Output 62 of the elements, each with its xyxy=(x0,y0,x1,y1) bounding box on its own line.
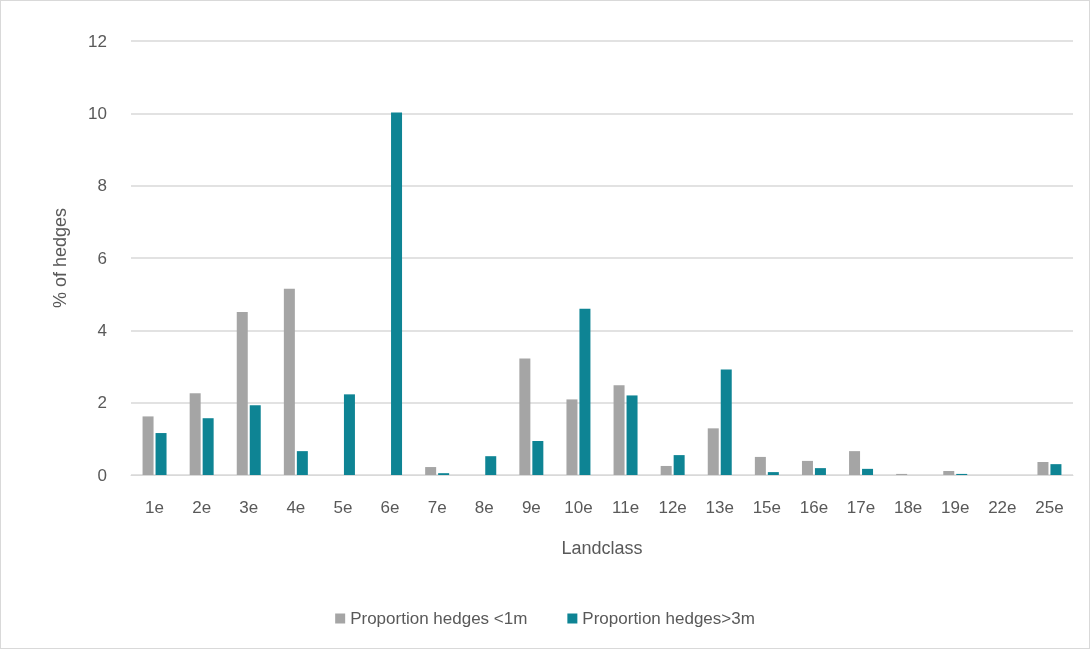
x-tick-label: 22e xyxy=(988,498,1017,517)
x-tick-label: 5e xyxy=(333,498,353,517)
x-tick-label: 17e xyxy=(846,498,876,517)
x-tick-label: 18e xyxy=(893,498,923,517)
bar xyxy=(485,456,497,475)
bar xyxy=(673,455,685,475)
bar xyxy=(391,112,403,475)
x-tick-label: 12e xyxy=(658,498,687,517)
bar xyxy=(801,460,813,475)
y-axis-title: % of hedges xyxy=(50,207,70,309)
x-tick-label: 9e xyxy=(521,498,541,517)
y-tick-label: 4 xyxy=(97,320,107,340)
bar xyxy=(579,308,591,475)
y-tick-label: 0 xyxy=(97,465,107,485)
x-tick-label: 11e xyxy=(612,498,640,517)
x-tick-label: 4e xyxy=(286,498,306,517)
y-tick-label: 10 xyxy=(88,103,107,123)
x-tick-label: 2e xyxy=(192,498,212,517)
bar xyxy=(249,405,261,475)
y-tick-label: 12 xyxy=(88,31,107,51)
bar xyxy=(862,468,874,475)
bar xyxy=(943,471,955,475)
bar xyxy=(343,394,355,475)
bar xyxy=(767,472,779,475)
bar xyxy=(754,456,766,475)
bar xyxy=(142,416,154,475)
x-tick-label: 19e xyxy=(941,498,970,517)
legend-label: Proportion hedges>3m xyxy=(582,609,755,628)
bar xyxy=(519,358,531,475)
x-tick-label: 25e xyxy=(1035,498,1064,517)
bar xyxy=(1037,461,1049,475)
bar xyxy=(814,468,826,475)
bar xyxy=(425,467,437,475)
bar xyxy=(720,369,732,475)
x-tick-label: 15e xyxy=(752,498,782,517)
x-tick-label: 1e xyxy=(145,498,165,517)
bar xyxy=(236,311,248,475)
x-axis-title: Landclass xyxy=(561,538,643,558)
bar xyxy=(283,288,295,475)
bar xyxy=(626,395,638,475)
bar xyxy=(849,451,861,475)
legend-label: Proportion hedges <1m xyxy=(350,609,528,628)
x-tick-label: 6e xyxy=(380,498,400,517)
x-tick-label: 8e xyxy=(474,498,494,517)
y-tick-label: 8 xyxy=(97,176,107,196)
x-tick-label: 13e xyxy=(705,498,734,517)
y-tick-label: 2 xyxy=(97,393,107,413)
bar xyxy=(566,399,578,475)
x-tick-label: 10e xyxy=(564,498,593,517)
x-tick-label: 7e xyxy=(427,498,447,517)
bar xyxy=(660,465,672,475)
bar xyxy=(613,385,625,475)
x-tick-label: 16e xyxy=(799,498,829,517)
bar xyxy=(1050,464,1062,475)
x-tick-label: 3e xyxy=(239,498,259,517)
bar xyxy=(707,428,719,475)
bar xyxy=(532,441,544,475)
bar xyxy=(296,451,308,475)
bar xyxy=(189,393,201,475)
bar xyxy=(155,433,167,475)
y-tick-label: 6 xyxy=(97,248,107,268)
bar xyxy=(202,418,214,475)
